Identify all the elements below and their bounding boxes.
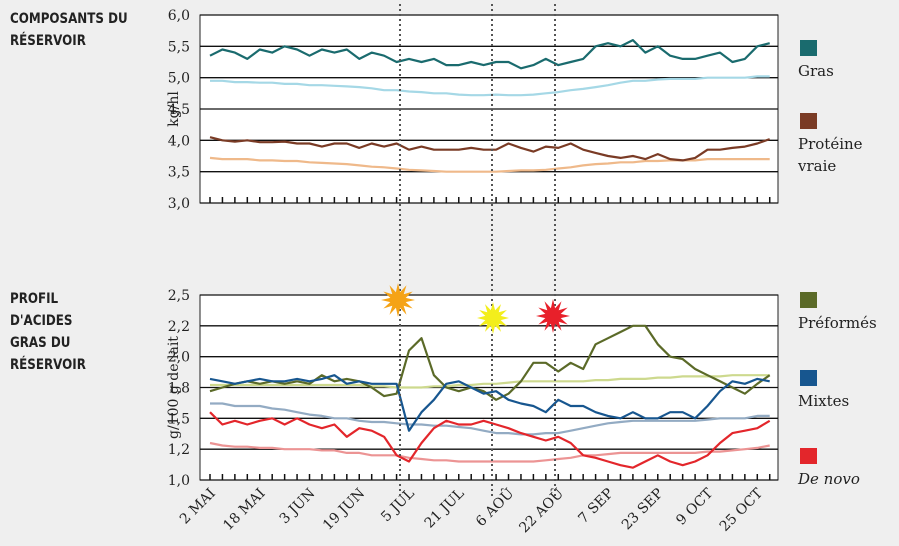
legend-label: Gras <box>798 62 834 80</box>
y-tick-label: 1,5 <box>168 411 190 427</box>
legend-label: De novo <box>798 470 860 488</box>
x-tick-label: 2 MAI <box>177 486 219 528</box>
series-line <box>209 39 770 70</box>
y-axis-label: g/100 g de lait <box>166 336 182 439</box>
legend-label: Préformés <box>798 314 877 332</box>
legend-swatch <box>800 40 817 56</box>
legend-swatch <box>800 113 817 129</box>
x-tick-label: 22 AOÛ <box>515 484 567 536</box>
series-line <box>209 441 770 463</box>
x-tick-label: 19 JUN <box>320 486 368 534</box>
starburst <box>381 283 415 317</box>
chart-title: COMPOSANTS DU RÉSERVOIR <box>10 11 128 49</box>
x-tick-label: 3 JUN <box>277 486 319 528</box>
y-tick-label: 4,5 <box>168 102 190 118</box>
series-line <box>209 374 770 432</box>
y-tick-label: 3,5 <box>168 165 190 181</box>
series-line <box>209 136 771 162</box>
legend-swatch <box>800 292 817 308</box>
chart-title: PROFIL D'ACIDES GRAS DU RÉSERVOIR <box>10 291 86 373</box>
y-tick-label: 2,0 <box>168 350 190 366</box>
y-axis-label: kg/hl <box>166 91 182 127</box>
y-tick-label: 6,0 <box>168 8 190 24</box>
legend-label: Mixtes <box>798 392 850 410</box>
legend-label: Protéine vraie <box>798 135 863 175</box>
y-tick-label: 1,0 <box>168 473 190 489</box>
series-line <box>209 411 771 469</box>
x-tick-label: 9 OCT <box>673 485 717 529</box>
x-tick-label: 23 SEP <box>619 486 667 534</box>
series-line <box>210 75 770 97</box>
series-line <box>209 324 771 401</box>
y-tick-label: 4,0 <box>168 133 190 149</box>
x-tick-label: 18 MAI <box>220 486 268 534</box>
x-tick-label: 7 SEP <box>575 486 616 527</box>
y-tick-label: 5,0 <box>168 71 190 87</box>
x-tick-label: 21 JUL <box>422 486 468 532</box>
y-tick-label: 1,8 <box>168 381 190 397</box>
y-tick-label: 1,2 <box>168 442 190 458</box>
event-markers <box>381 4 570 498</box>
x-tick-label: 6 AOÛ <box>472 484 518 530</box>
y-tick-label: 3,0 <box>168 196 190 212</box>
starburst <box>536 299 570 333</box>
series-line <box>210 374 770 389</box>
y-tick-label: 2,2 <box>168 319 190 335</box>
y-tick-label: 5,5 <box>168 39 190 55</box>
legend-swatch <box>800 448 817 464</box>
x-tick-label: 25 OCT <box>717 485 767 535</box>
series-line <box>210 402 770 436</box>
starburst <box>477 302 509 334</box>
y-tick-label: 2,5 <box>168 288 190 304</box>
x-tick-label: 5 JUL <box>378 486 418 526</box>
legend-swatch <box>800 370 817 386</box>
